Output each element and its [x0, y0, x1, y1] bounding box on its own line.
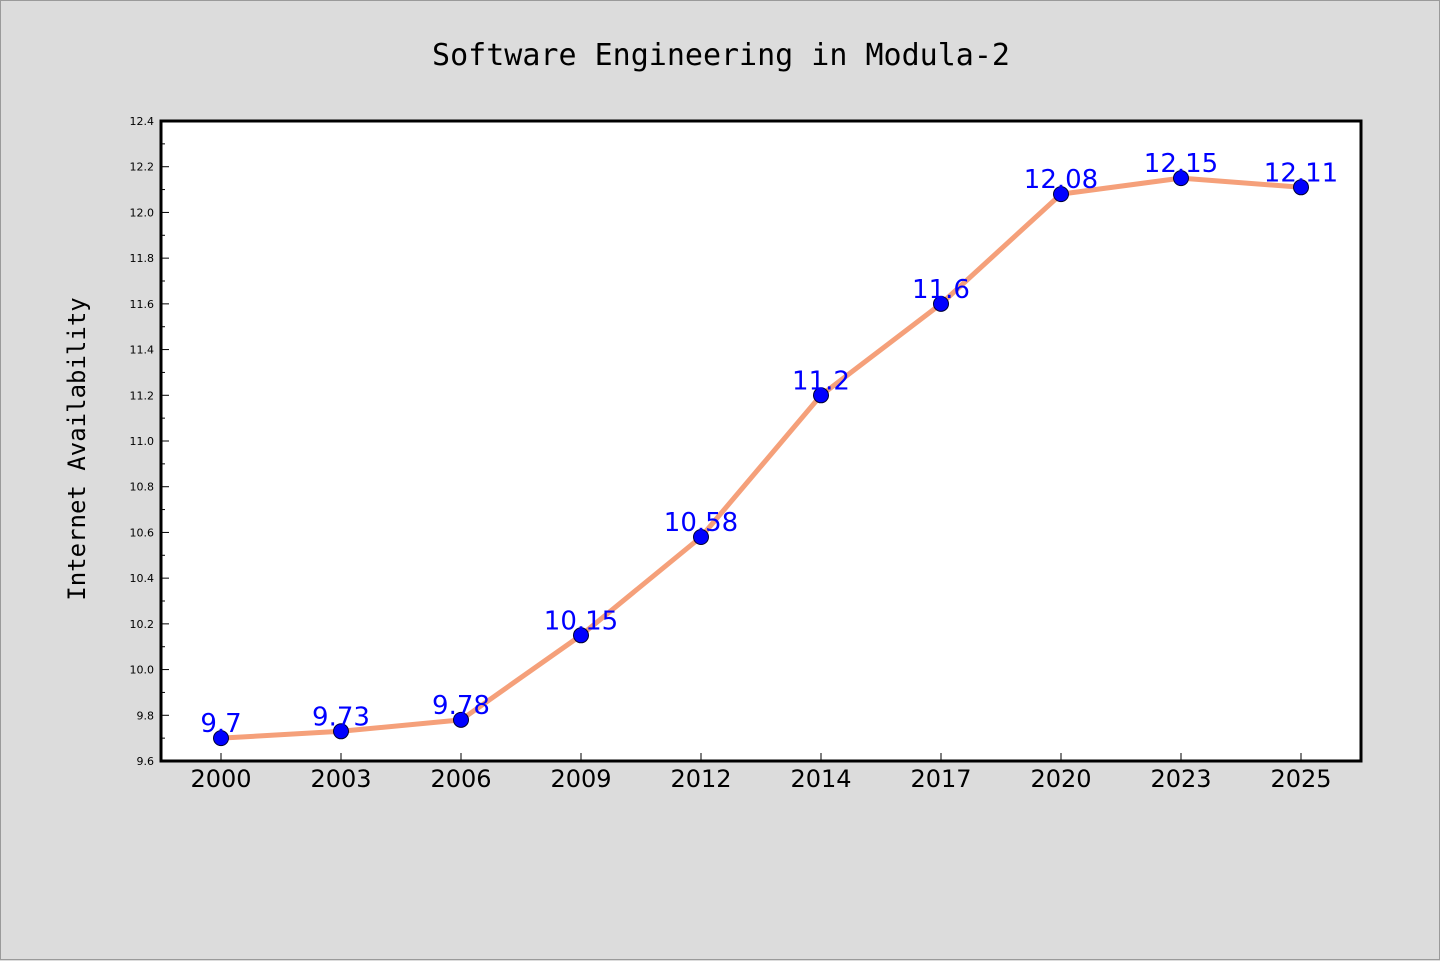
x-tick-label: 2012: [670, 765, 731, 793]
x-tick-label: 2023: [1150, 765, 1211, 793]
y-tick-label: 11.2: [130, 389, 155, 402]
data-point: [813, 387, 829, 404]
data-label-layer: 9.7 9.73 9.78 10.15 10.58 11.2 11.6 12.08 12.15 1…: [200, 149, 1338, 739]
data-point: [933, 295, 949, 312]
y-tick-label: 11.6: [130, 298, 155, 311]
x-tick-label: 2025: [1270, 765, 1331, 793]
plot-area: [159, 119, 1363, 763]
x-tick-label: 2017: [910, 765, 971, 793]
data-point: [573, 627, 589, 644]
data-point: [1173, 170, 1189, 187]
data-label: 9.7: [200, 709, 241, 739]
chart-title: Software Engineering in Modula-2: [432, 38, 1010, 73]
data-point: [693, 529, 709, 545]
x-tick-label: 2006: [430, 765, 491, 793]
y-tick-label: 11.8: [130, 252, 155, 265]
data-label: 11.2: [792, 366, 850, 396]
series-line: [218, 175, 1304, 741]
data-label: 12.15: [1144, 149, 1218, 179]
y-tick-label: 10.0: [130, 664, 155, 677]
y-tick-label: 12.4: [130, 115, 155, 128]
y-tick-label: 12.2: [130, 161, 155, 174]
data-label: 11.6: [912, 275, 970, 305]
y-axis-label: Internet Availability: [63, 297, 91, 600]
data-label: 10.58: [664, 508, 738, 538]
y-tick-label: 11.4: [130, 344, 155, 357]
y-tick-label: 10.2: [130, 618, 155, 631]
data-point: [333, 723, 349, 740]
y-tick-label: 10.6: [130, 526, 155, 539]
data-point: [213, 730, 229, 747]
data-label: 10.15: [544, 606, 618, 636]
x-tick-label: 2020: [1030, 765, 1091, 793]
data-label: 9.78: [432, 691, 490, 721]
data-label: 12.08: [1024, 165, 1098, 195]
y-tick-label: 9.6: [137, 755, 155, 768]
x-axis-ticks: 2000 2003 2006 2009 2012 2014 2017 2020 2023 2025: [190, 753, 1332, 793]
y-tick-label: 12.0: [130, 206, 155, 219]
data-label: 9.73: [312, 702, 370, 732]
y-tick-label: 9.8: [137, 709, 155, 722]
data-label: 12.11: [1264, 158, 1338, 188]
series-layer: [213, 170, 1309, 747]
data-point: [1293, 179, 1309, 196]
x-tick-label: 2014: [790, 765, 851, 793]
x-tick-label: 2009: [550, 765, 611, 793]
y-tick-label: 11.0: [130, 435, 155, 448]
y-tick-label: 10.8: [130, 481, 155, 494]
data-point: [1053, 186, 1069, 203]
x-tick-label: 2000: [190, 765, 251, 793]
x-tick-label: 2003: [310, 765, 371, 793]
data-point: [453, 711, 469, 728]
y-tick-label: 10.4: [130, 572, 155, 585]
y-axis-ticks: 9.6 9.8 10.0 10.2 10.4 10.6 10.8 11.0 11.2 11.4 11…: [130, 115, 169, 768]
